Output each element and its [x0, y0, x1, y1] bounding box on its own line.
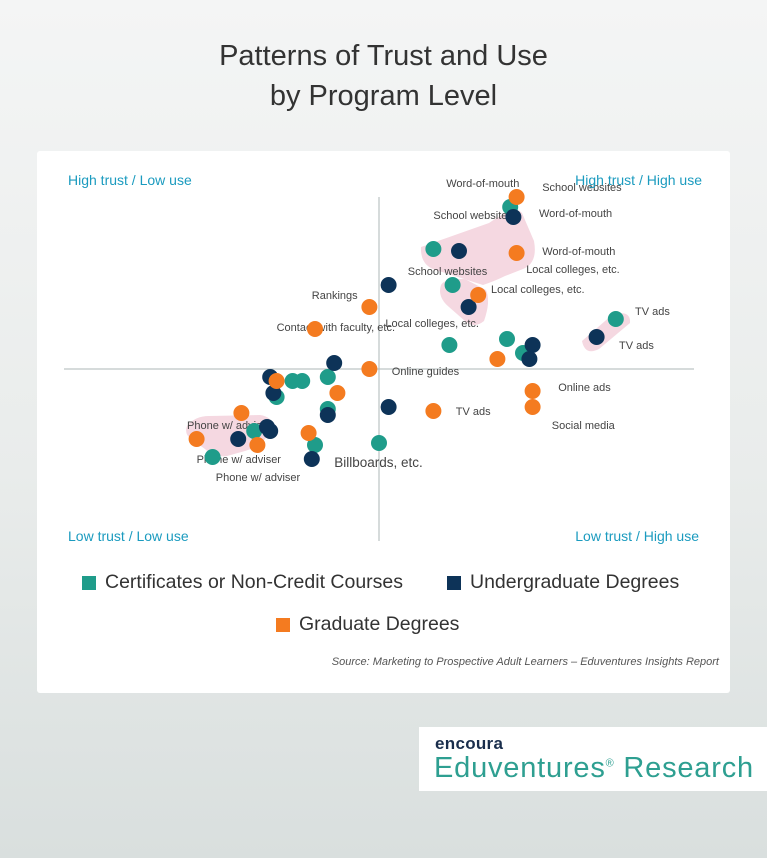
point-cert [499, 331, 515, 347]
source-note: Source: Marketing to Prospective Adult L… [331, 656, 719, 668]
chart-title: Patterns of Trust and Use by Program Lev… [0, 36, 767, 116]
point-grad [300, 425, 317, 441]
annotation-label: TV ads [456, 406, 491, 418]
annotation-label: Word-of-mouth [446, 178, 519, 190]
annotation-label: Online ads [558, 382, 611, 394]
point-undergrad [451, 243, 467, 259]
point-undergrad [319, 407, 336, 423]
annotation-label: Social media [552, 420, 616, 432]
quadrant-label-bottom-left: Low trust / Low use [68, 528, 189, 544]
point-undergrad [230, 431, 247, 447]
legend-label-undergrad: Undergraduate Degrees [470, 571, 680, 593]
annotation-label: TV ads [619, 340, 654, 352]
point-grad [508, 245, 525, 261]
point-grad [489, 351, 506, 367]
legend-item-cert: Certificates or Non-Credit Courses [82, 571, 403, 594]
point-undergrad [326, 355, 343, 371]
annotation-label: Local colleges, etc. [526, 264, 620, 276]
point-cert [444, 277, 461, 293]
legend-label-grad: Graduate Degrees [299, 613, 460, 635]
point-cert [425, 241, 442, 257]
point-grad [524, 383, 541, 399]
point-grad [508, 189, 525, 205]
point-grad [470, 287, 487, 303]
brand-eduventures: Eduventures® Research [434, 752, 754, 785]
point-grad [361, 361, 378, 377]
point-undergrad [588, 329, 605, 345]
point-cert [204, 449, 221, 465]
annotation-label: Phone w/ adviser [216, 472, 301, 484]
legend-swatch-undergrad [447, 575, 461, 590]
point-grad [268, 373, 285, 389]
annotation-label: Contact with faculty, etc. [277, 322, 395, 334]
quadrant-label-top-left: High trust / Low use [68, 172, 192, 188]
quadrant-label-top-right: High trust / High use [575, 172, 702, 188]
point-grad [425, 403, 442, 419]
point-cert [307, 437, 323, 453]
brand-registered-mark: ® [605, 757, 615, 770]
point-cert [371, 435, 387, 451]
brand-logo: encoura Eduventures® Research [419, 727, 767, 791]
point-undergrad [521, 351, 538, 367]
data-points [188, 189, 624, 467]
point-grad [329, 385, 346, 401]
point-cert [607, 311, 624, 327]
annotation-label: Local colleges, etc. [385, 318, 479, 330]
annotation-label: Online guides [392, 366, 460, 378]
legend-item-grad: Graduate Degrees [276, 613, 459, 636]
point-grad [249, 437, 266, 453]
legend-item-undergrad: Undergraduate Degrees [447, 571, 679, 594]
annotation-label: Word-of-mouth [542, 246, 615, 258]
scatter-plot: Word-of-mouth School websites Word-of-mout… [64, 172, 702, 544]
annotation-label: Word-of-mouth [539, 208, 612, 220]
annotation-label: TV ads [635, 306, 670, 318]
annotation-label: School websites [408, 266, 488, 278]
annotation-label: School websites [433, 210, 513, 222]
point-grad [233, 405, 250, 421]
highlight-region-top [420, 210, 535, 285]
point-undergrad [505, 209, 522, 225]
quadrant-label-bottom-right: Low trust / High use [575, 528, 699, 544]
point-cert [441, 337, 458, 353]
brand-encoura: encoura [435, 734, 504, 753]
brand-research: Research [614, 752, 754, 784]
point-cert [246, 423, 263, 439]
point-cert [284, 373, 301, 389]
chart-card: Word-of-mouth School websites Word-of-mout… [37, 151, 730, 693]
annotation-label: Local colleges, etc. [491, 284, 585, 296]
point-undergrad [524, 337, 541, 353]
legend-label-cert: Certificates or Non-Credit Courses [105, 571, 404, 593]
point-undergrad [303, 451, 320, 467]
annotation-label: Rankings [312, 290, 358, 302]
point-grad [188, 431, 205, 447]
point-grad [361, 299, 378, 315]
title-line-2: by Program Level [269, 80, 498, 112]
legend-swatch-cert [82, 575, 96, 590]
point-grad [307, 321, 323, 337]
annotation-label: Billboards, etc. [334, 455, 423, 470]
annotation-label: School websites [542, 182, 622, 194]
brand-eduventures-name: Eduventures [434, 752, 606, 784]
point-undergrad [460, 299, 477, 315]
point-undergrad [265, 385, 282, 401]
point-undergrad [380, 399, 397, 415]
point-undergrad [380, 277, 397, 293]
point-undergrad [262, 423, 279, 439]
legend-swatch-grad [276, 617, 290, 632]
point-cert [319, 369, 336, 385]
title-line-1: Patterns of Trust and Use [219, 40, 548, 72]
point-grad [524, 399, 541, 415]
